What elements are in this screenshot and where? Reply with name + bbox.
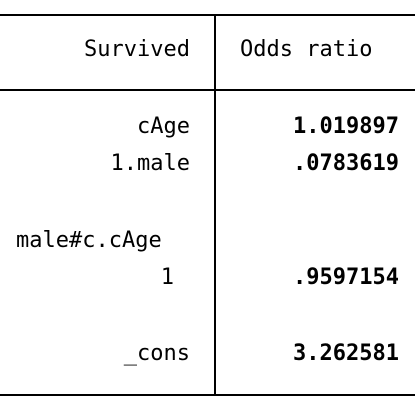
top-rule (0, 14, 415, 16)
row-value-male: .0783619 (293, 151, 399, 176)
odds-ratio-header: Odds ratio (240, 37, 373, 62)
row-value-cons: 3.262581 (293, 341, 399, 366)
row-label-cage: cAge (137, 114, 190, 139)
bottom-rule (0, 394, 415, 396)
row-value-cage: 1.019897 (293, 114, 399, 139)
row-label-interaction: male#c.cAge (16, 228, 162, 253)
header-rule (0, 89, 415, 91)
row-label-male: 1.male (110, 151, 190, 176)
dependent-variable-header: Survived (84, 37, 190, 62)
row-value-interaction: .9597154 (293, 265, 399, 290)
row-label-interaction-level: 1 (160, 265, 174, 290)
column-divider (214, 14, 216, 396)
row-label-cons: _cons (123, 341, 190, 366)
